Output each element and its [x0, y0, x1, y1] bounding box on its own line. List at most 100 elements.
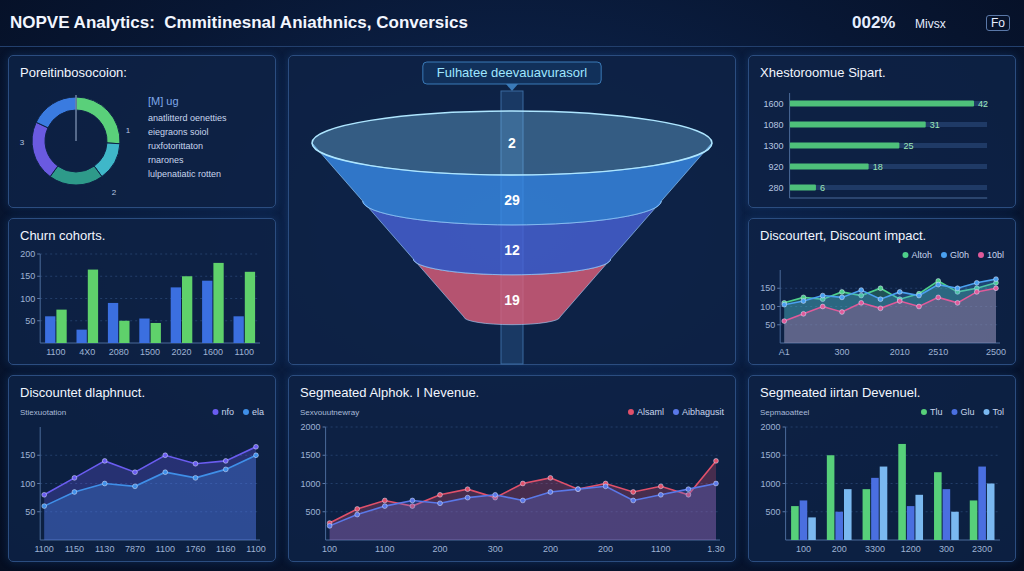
legend: 10blGl0hAltoh — [902, 250, 1004, 260]
marker — [840, 290, 845, 295]
marker — [917, 304, 922, 309]
data-label: 29 — [504, 192, 520, 208]
marker — [72, 490, 77, 495]
bar — [108, 303, 118, 343]
marker — [193, 475, 198, 480]
y-tick-label: 50 — [25, 316, 35, 326]
chart-subtitle: Sepmaoatteel — [760, 408, 810, 417]
legend: TolGluTlu — [921, 407, 1004, 417]
axes: 160010801300920280 — [764, 93, 988, 198]
chart-subtitle: Stiexuotation — [20, 408, 66, 417]
bar — [943, 489, 951, 540]
legend-label: Aibhagusit — [682, 407, 725, 417]
marker — [102, 459, 107, 464]
data-label: 6 — [820, 183, 825, 193]
chart-subtitle: [M] ug — [148, 95, 179, 107]
plot — [790, 101, 988, 191]
area-fill — [44, 455, 256, 540]
legend-label: rnarones — [148, 155, 184, 165]
plot — [782, 277, 999, 343]
marker — [438, 501, 443, 506]
x-tick-label: 1100 — [375, 544, 394, 554]
y-tick-label: 500 — [306, 507, 321, 517]
bar — [934, 472, 942, 540]
x-tick-label: 1100 — [156, 544, 175, 554]
chart-svg: 500100015002000100110020030020020011001.… — [288, 375, 736, 562]
annotation: 3 — [20, 138, 25, 147]
y-tick-label: 150 — [20, 271, 35, 281]
y-tick-label: 920 — [769, 162, 784, 172]
y-tick-label: 50 — [25, 507, 35, 517]
chart-svg: 50100150A1300201025102500 Discourtert, Di… — [748, 218, 1016, 365]
chart-title: Discourtert, Discount impact. — [760, 228, 926, 243]
slice — [76, 97, 120, 144]
panel: 500100015002000100110020030020020011001.… — [288, 375, 736, 562]
axes: 5010015020011004X020801500202016001100 — [20, 249, 260, 357]
panel: 160010801300920280423125186Xhestoroomue … — [748, 55, 1016, 208]
grid-line — [40, 455, 260, 456]
panel: 5010015011001150113078701100176011601100… — [8, 375, 276, 562]
marker — [193, 461, 198, 466]
data-label: 18 — [873, 162, 883, 172]
bar — [76, 330, 86, 343]
marker — [974, 290, 979, 295]
x-tick-label: 2300 — [972, 544, 992, 554]
x-tick-label: 300 — [834, 347, 849, 357]
y-tick-label: 2000 — [761, 422, 781, 432]
marker — [859, 300, 864, 305]
area-fill — [330, 461, 716, 540]
chart-title: Churn cohorts. — [20, 228, 105, 243]
plot — [45, 263, 255, 343]
x-tick-label: 1500 — [140, 347, 160, 357]
marker — [410, 498, 415, 503]
x-tick-label: 1150 — [65, 544, 84, 554]
grid-line — [786, 455, 1000, 456]
dashboard-title: NOPVE Analytics: Cmmitinesnal Aniathnics… — [10, 13, 468, 33]
plot — [327, 459, 718, 541]
chart-title: Discountet dlaphnuct. — [20, 385, 145, 400]
grid-line — [40, 298, 260, 299]
marker — [859, 288, 864, 293]
header-divider — [0, 46, 1024, 47]
marker — [820, 293, 825, 298]
legend-label: lulpenatiatic rotten — [148, 169, 221, 179]
marker — [686, 487, 691, 492]
x-tick-label: 2510 — [928, 347, 948, 357]
marker — [465, 487, 470, 492]
axes: 50100150A1300201025102500 — [760, 270, 1006, 357]
plot — [42, 444, 259, 540]
y-tick-label: 100 — [20, 294, 35, 304]
legend-label: Glu — [960, 407, 974, 417]
marker — [355, 507, 360, 512]
marker — [840, 295, 845, 300]
marker — [955, 300, 960, 305]
line — [330, 484, 716, 526]
legend-swatch — [983, 409, 989, 415]
area-fill — [44, 447, 256, 540]
data-label: 31 — [930, 120, 940, 130]
y-tick-label: 1500 — [761, 450, 781, 460]
marker — [936, 282, 941, 287]
title-box — [423, 62, 601, 84]
bar — [951, 512, 959, 540]
marker — [355, 512, 360, 517]
bar-track — [790, 101, 988, 106]
marker — [631, 498, 636, 503]
marker — [714, 481, 719, 486]
marker — [782, 319, 787, 324]
marker — [974, 280, 979, 285]
chart-svg: Fulhatee deevauavurasorl1912292 — [288, 55, 736, 365]
x-axis — [40, 343, 260, 344]
legend-label: 10bl — [987, 250, 1004, 260]
legend-swatch — [212, 409, 218, 415]
x-tick-label: 1130 — [95, 544, 114, 554]
header-stat: 002% — [852, 13, 895, 33]
legend-label: Gl0h — [950, 250, 969, 260]
marker — [936, 295, 941, 300]
grid-line — [40, 276, 260, 277]
x-tick-label: 1100 — [246, 544, 265, 554]
bar — [245, 272, 255, 343]
y-tick-label: 1600 — [764, 99, 784, 109]
marker — [603, 484, 608, 489]
x-tick-label: 2080 — [109, 347, 129, 357]
